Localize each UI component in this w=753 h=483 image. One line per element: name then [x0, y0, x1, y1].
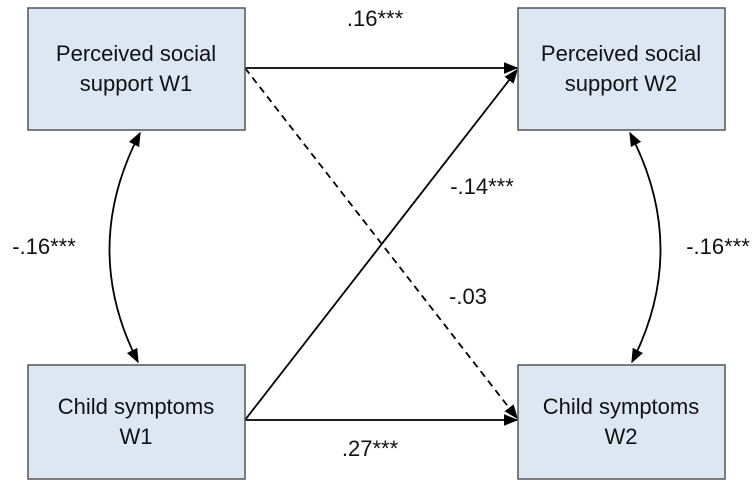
node-box — [27, 7, 246, 131]
node-label: Perceived social — [541, 41, 701, 66]
node-label: Perceived social — [56, 41, 216, 66]
node-box — [517, 7, 726, 131]
edge-arrow-dashed — [244, 67, 518, 420]
edge-label: -.16*** — [686, 234, 750, 259]
edge-label: -.14*** — [450, 174, 514, 199]
node-label: W2 — [605, 424, 638, 449]
node-label: support W2 — [565, 71, 678, 96]
covariance-arrow — [629, 131, 662, 364]
edge-label: .16*** — [347, 6, 404, 31]
node-label: support W1 — [80, 71, 193, 96]
edge-label: -.03 — [449, 284, 487, 309]
node-label: Child symptoms — [58, 394, 214, 419]
node-label: W1 — [120, 424, 153, 449]
edge-arrow — [244, 68, 518, 421]
edge-label: .27*** — [342, 436, 399, 461]
edge-label: -.16*** — [12, 234, 76, 259]
node-label: Child symptoms — [543, 394, 699, 419]
node-box — [517, 364, 726, 480]
covariance-arrow — [108, 131, 141, 364]
node-box — [27, 364, 246, 480]
